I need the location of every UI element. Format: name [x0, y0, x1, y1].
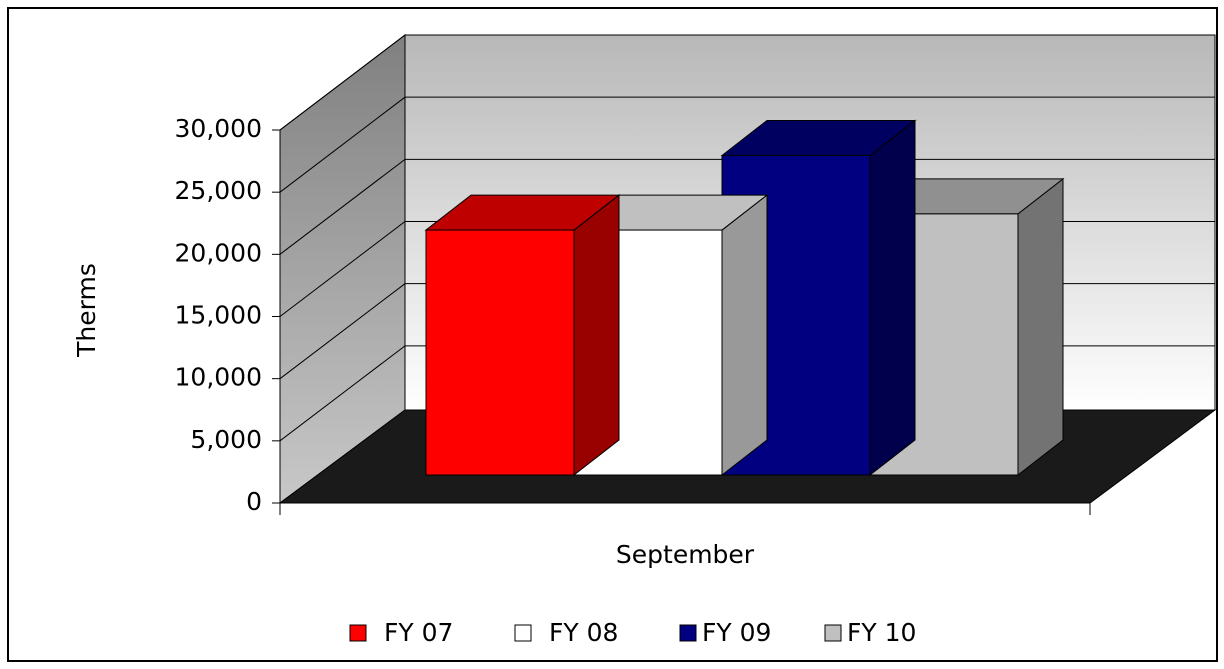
grid-line [279, 96, 1215, 193]
legend-label: FY 09 [702, 618, 771, 647]
legend-swatch [514, 624, 532, 642]
x-tick-label: September [616, 540, 755, 569]
bar-side [721, 194, 768, 477]
y-tick-label: 20,000 [175, 238, 262, 267]
bars [424, 119, 1065, 477]
legend-label: FY 08 [549, 618, 618, 647]
y-tick-label: 30,000 [175, 114, 262, 143]
y-tick-label: 5,000 [190, 425, 262, 454]
legend-label: FY 10 [847, 618, 916, 647]
y-tick-label: 0 [246, 487, 262, 516]
legend: FY 07 FY 08 FY 09 FY 10 [349, 618, 916, 647]
bar-side [573, 194, 620, 477]
bar [425, 229, 575, 476]
legend-swatch [824, 624, 842, 642]
y-tick-label: 25,000 [175, 176, 262, 205]
legend-swatch [679, 624, 697, 642]
y-tick-label: 15,000 [175, 301, 262, 330]
chart-border [7, 7, 1218, 662]
bar-side [1017, 177, 1064, 477]
legend-swatch [349, 624, 367, 642]
y-axis-label: Therms [72, 263, 101, 358]
legend-label: FY 07 [384, 618, 453, 647]
grid-line [279, 158, 1215, 255]
y-tick-label: 10,000 [175, 363, 262, 392]
grid-line [279, 34, 1215, 131]
bar-side [869, 119, 916, 477]
